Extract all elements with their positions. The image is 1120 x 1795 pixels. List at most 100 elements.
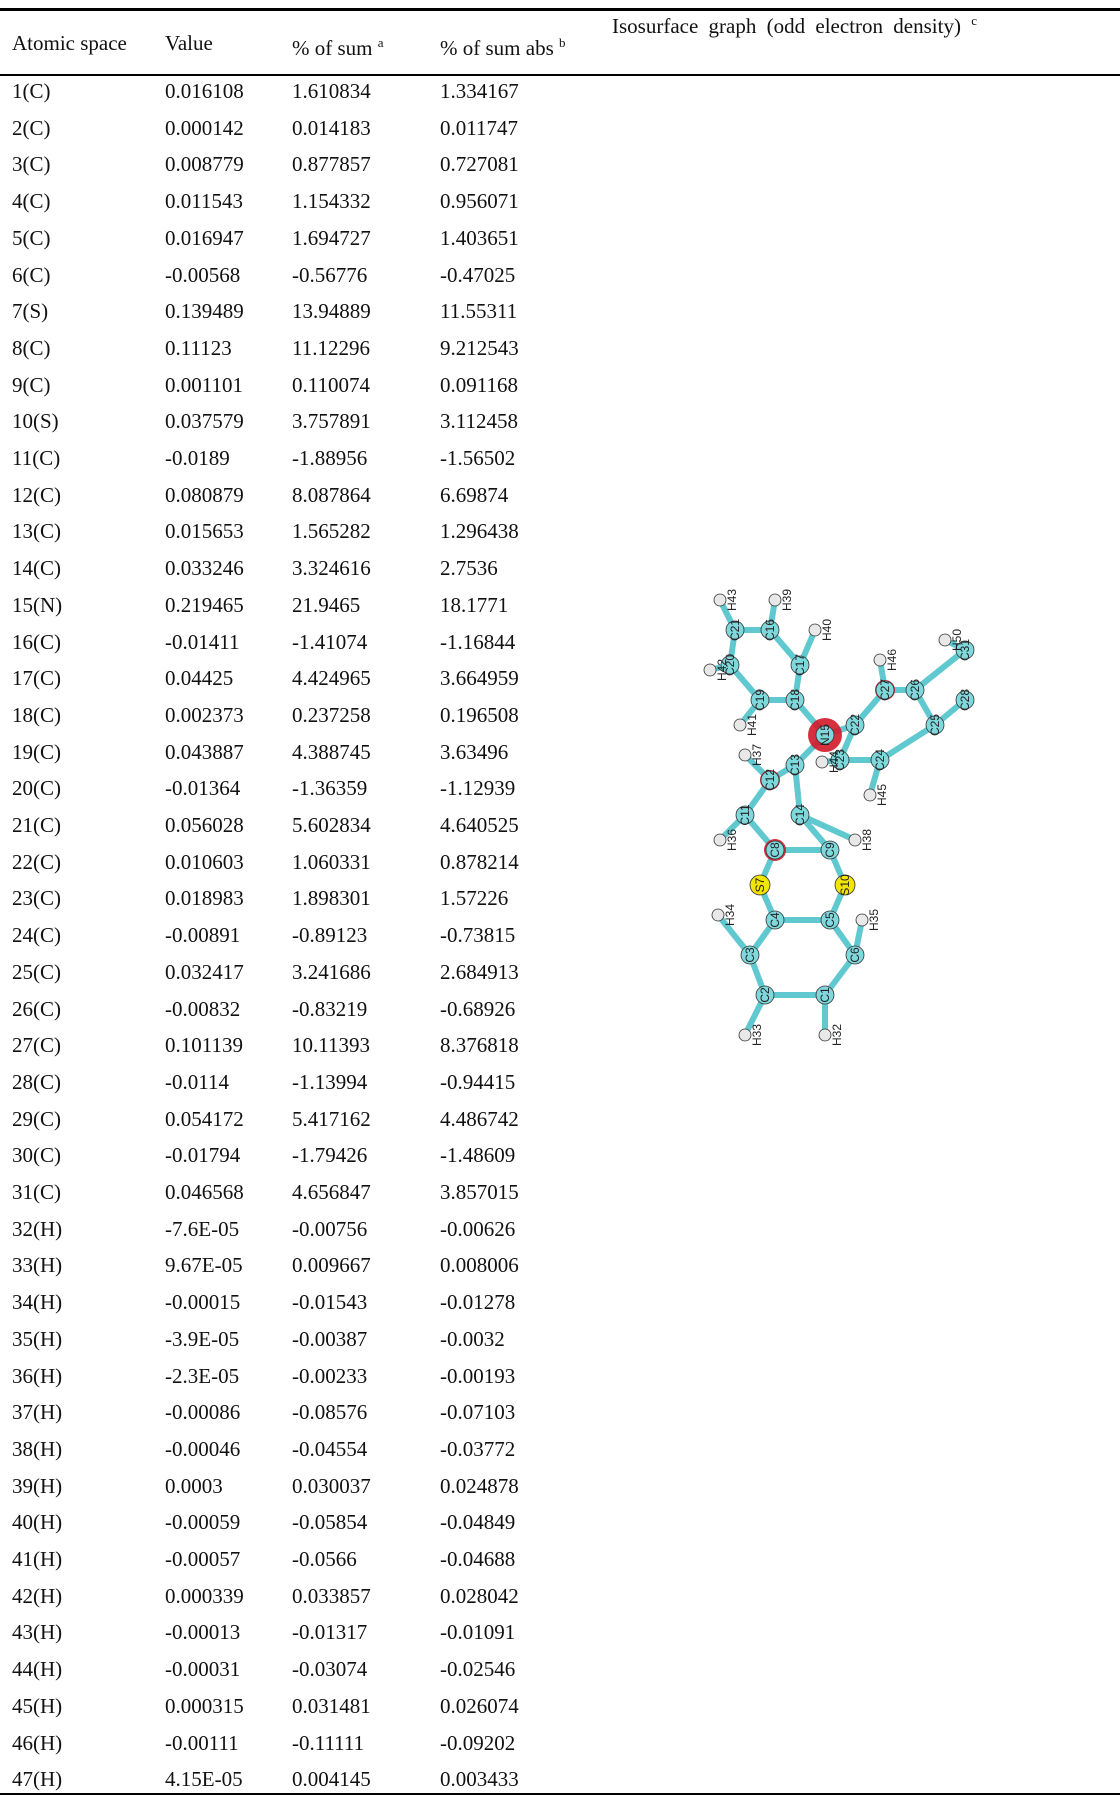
table-cell: 40(H) — [12, 1510, 62, 1534]
table-cell: -0.03074 — [292, 1657, 367, 1681]
table-cell: 36(H) — [12, 1364, 62, 1388]
atom-label: H41 — [745, 714, 759, 736]
table-cell: -0.03772 — [440, 1437, 515, 1461]
table-cell: 0.008779 — [165, 152, 244, 176]
table-cell: 8.087864 — [292, 483, 371, 507]
table-cell: 4.15E-05 — [165, 1767, 243, 1791]
table-cell: -0.00626 — [440, 1217, 515, 1241]
atom-label: H44 — [827, 751, 841, 773]
table-cell: -0.09202 — [440, 1731, 515, 1755]
table-cell: 0.002373 — [165, 703, 244, 727]
table-cell: 0.011543 — [165, 189, 243, 213]
table-cell: -1.16844 — [440, 630, 515, 654]
table-cell: -0.00031 — [165, 1657, 240, 1681]
table-cell: 1.403651 — [440, 226, 519, 250]
table-cell: 3.324616 — [292, 556, 371, 580]
table-cell: -0.11111 — [292, 1731, 364, 1755]
atom-label: C19 — [753, 689, 767, 711]
table-cell: -0.00111 — [165, 1731, 239, 1755]
table-cell: -0.01543 — [292, 1290, 367, 1314]
table-cell: 24(C) — [12, 923, 61, 947]
table-cell: -0.01091 — [440, 1620, 515, 1644]
table-cell: 28(C) — [12, 1070, 61, 1094]
atom-label: C11 — [738, 804, 752, 825]
table-cell: -0.01411 — [165, 630, 239, 654]
atom-label: H34 — [723, 904, 737, 926]
atom-label: C16 — [763, 619, 777, 641]
table-cell: 11(C) — [12, 446, 60, 470]
table-cell: 12(C) — [12, 483, 61, 507]
atom-label: C9 — [823, 842, 837, 858]
table-cell: 0.028042 — [440, 1584, 519, 1608]
table-cell: 18(C) — [12, 703, 61, 727]
table-cell: 0.024878 — [440, 1474, 519, 1498]
table-cell: 3.664959 — [440, 666, 519, 690]
atom-label: N15 — [818, 724, 832, 746]
atom-label: H46 — [885, 649, 899, 671]
table-cell: -0.00046 — [165, 1437, 240, 1461]
table-cell: 4.424965 — [292, 666, 371, 690]
table-cell: 4.656847 — [292, 1180, 371, 1204]
table-cell: -0.07103 — [440, 1400, 515, 1424]
atom-label: C24 — [873, 749, 887, 771]
atom-label: H32 — [830, 1024, 844, 1046]
table-cell: 0.139489 — [165, 299, 244, 323]
table-cell: 2.7536 — [440, 556, 498, 580]
table-cell: 44(H) — [12, 1657, 62, 1681]
table-cell: -0.0189 — [165, 446, 230, 470]
table-cell: 0.878214 — [440, 850, 519, 874]
header-cell: Value — [165, 31, 213, 55]
table-cell: -0.00086 — [165, 1400, 240, 1424]
atom-label: C14 — [793, 804, 807, 826]
table-cell: 3.63496 — [440, 740, 508, 764]
table-cell: 0.000339 — [165, 1584, 244, 1608]
table-cell: 0.219465 — [165, 593, 244, 617]
table-cell: 0.056028 — [165, 813, 244, 837]
atom-label: C6 — [848, 947, 862, 963]
table-cell: 1.694727 — [292, 226, 371, 250]
atom-label: C27 — [878, 679, 892, 701]
table-cell: 1.898301 — [292, 886, 371, 910]
table-cell: 0.009667 — [292, 1253, 371, 1277]
table-cell: 42(H) — [12, 1584, 62, 1608]
table-cell: -1.88956 — [292, 446, 367, 470]
table-cell: -1.36359 — [292, 776, 367, 800]
header-text: Value — [165, 31, 213, 55]
table-cell: 0.032417 — [165, 960, 244, 984]
table-cell: -0.00013 — [165, 1620, 240, 1644]
table-cell: 30(C) — [12, 1143, 61, 1167]
table-cell: 0.010603 — [165, 850, 244, 874]
table-cell: 0.011747 — [440, 116, 518, 140]
table-cell: -0.02546 — [440, 1657, 515, 1681]
atom-label: H45 — [875, 784, 889, 806]
header-text: % of sum — [292, 36, 373, 60]
table-cell: -0.00832 — [165, 997, 240, 1021]
table-cell: 0.008006 — [440, 1253, 519, 1277]
atom-label: H42 — [715, 659, 729, 681]
table-cell: -0.04688 — [440, 1547, 515, 1571]
table-cell: 11.12296 — [292, 336, 370, 360]
atom-label: H33 — [750, 1024, 764, 1046]
table-cell: 33(H) — [12, 1253, 62, 1277]
table-cell: 5.602834 — [292, 813, 371, 837]
atom-label: C2 — [758, 987, 772, 1003]
table-cell: 0.033857 — [292, 1584, 371, 1608]
table-cell: 46(H) — [12, 1731, 62, 1755]
table-cell: 3.857015 — [440, 1180, 519, 1204]
table-cell: 0.018983 — [165, 886, 244, 910]
table-cell: 0.727081 — [440, 152, 519, 176]
table-cell: 1.57226 — [440, 886, 508, 910]
table-cell: 4.388745 — [292, 740, 371, 764]
table-cell: -0.00015 — [165, 1290, 240, 1314]
table-cell: 0.001101 — [165, 373, 243, 397]
table-cell: 0.237258 — [292, 703, 371, 727]
table-cell: 18.1771 — [440, 593, 508, 617]
header-note: b — [559, 35, 566, 50]
page: C1C2C3C4C5C6S7C8C9S10C11C12C13C14N15C16C… — [0, 0, 1120, 1795]
table-cell: 6.69874 — [440, 483, 508, 507]
table-cell: 25(C) — [12, 960, 61, 984]
table-cell: 21.9465 — [292, 593, 360, 617]
table-cell: 3.757891 — [292, 409, 371, 433]
table-cell: -0.83219 — [292, 997, 367, 1021]
table-cell: -1.13994 — [292, 1070, 367, 1094]
